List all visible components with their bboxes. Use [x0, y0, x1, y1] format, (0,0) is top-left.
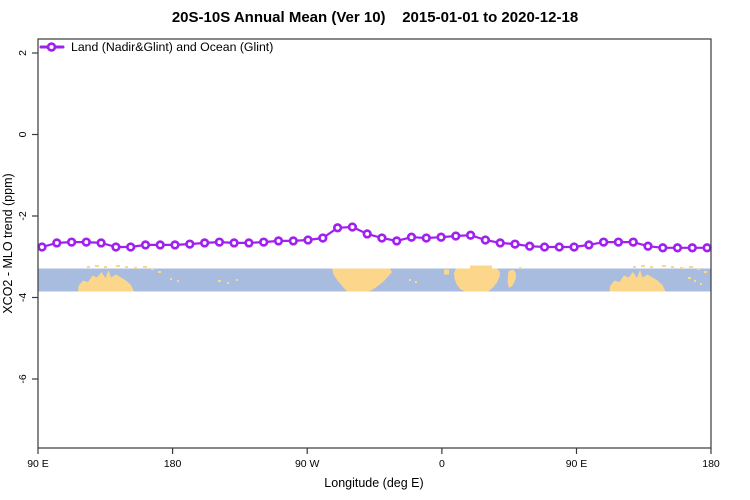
data-point: [643, 241, 653, 251]
data-point: [406, 232, 417, 242]
data-point: [332, 223, 343, 233]
x-tick-label: 180: [164, 458, 182, 470]
land-islands-indonesia: [87, 265, 161, 273]
data-point: [525, 241, 535, 251]
data-point: [702, 243, 712, 253]
legend-label: Land (Nadir&Glint) and Ocean (Glint): [71, 40, 273, 54]
data-point: [584, 240, 594, 250]
x-tick-label: 90 E: [566, 458, 588, 470]
data-point: [421, 233, 431, 243]
series-line: [40, 225, 709, 249]
data-point: [436, 232, 446, 242]
x-tick-label: 90 W: [295, 458, 320, 470]
data-point: [347, 222, 358, 232]
land-shapes: [78, 265, 707, 292]
land-islands-atlantic: [409, 279, 417, 283]
data-point: [303, 235, 313, 245]
series-layer: [37, 222, 712, 253]
y-axis-title: XCO2 - MLO trend (ppm): [1, 173, 15, 313]
data-point: [480, 235, 491, 245]
plot-frame: [37, 38, 712, 449]
legend: Land (Nadir&Glint) and Ocean (Glint): [39, 40, 273, 54]
data-point: [510, 239, 520, 249]
data-point: [598, 237, 609, 247]
data-point: [377, 233, 387, 243]
data-point: [273, 236, 284, 246]
x-tick-label: 180: [702, 458, 720, 470]
data-point: [214, 237, 225, 247]
y-axis-labels: 2 0 -2 -4 -6: [17, 50, 29, 384]
data-point: [451, 231, 461, 241]
data-point: [569, 242, 579, 252]
data-point: [111, 242, 121, 252]
data-point: [126, 242, 136, 252]
data-point: [687, 243, 697, 253]
data-point: [229, 238, 239, 248]
data-point: [199, 238, 210, 248]
data-point: [66, 237, 77, 247]
data-point: [318, 233, 328, 243]
data-point: [554, 242, 564, 252]
land-australia: [78, 270, 134, 292]
x-axis-ticks: [37, 448, 712, 454]
data-point: [37, 242, 47, 252]
data-point: [613, 237, 624, 247]
land-islands-polynesia: [218, 279, 238, 284]
land-madagascar: [507, 267, 522, 288]
data-point: [539, 242, 550, 252]
data-point: [81, 237, 91, 247]
data-point: [495, 238, 505, 248]
data-point: [465, 230, 476, 240]
chart-title: 20S-10S Annual Mean (Ver 10) 2015-01-01 …: [171, 9, 579, 26]
data-point: [362, 229, 372, 239]
x-tick-label: 90 E: [27, 458, 49, 470]
data-point: [140, 240, 151, 250]
data-point: [392, 236, 402, 246]
data-point: [244, 238, 254, 248]
data-point: [672, 243, 683, 253]
land-africa: [444, 265, 500, 292]
data-point: [96, 238, 106, 248]
data-point: [288, 236, 298, 246]
data-point: [52, 238, 62, 248]
land-islands-melanesia: [170, 278, 179, 282]
data-point: [170, 240, 180, 250]
land-islands-melanesia-repeat: [688, 277, 702, 285]
map-strip: [38, 265, 711, 292]
data-point: [185, 239, 195, 249]
y-tick-label: 2: [17, 50, 29, 56]
y-tick-label: -2: [17, 211, 29, 220]
y-axis-ticks: [32, 52, 38, 380]
data-point: [259, 237, 269, 247]
x-axis-title: Longitude (deg E): [324, 476, 423, 490]
legend-marker-icon: [46, 42, 57, 52]
y-tick-label: -6: [17, 374, 29, 383]
y-tick-label: 0: [17, 131, 29, 137]
data-point: [658, 243, 668, 253]
data-point: [155, 240, 165, 250]
data-point: [628, 237, 638, 247]
x-tick-label: 0: [439, 458, 445, 470]
land-south-america: [332, 268, 392, 292]
y-tick-label: -4: [17, 293, 29, 302]
x-axis-labels: 90 E 180 90 W 0 90 E 180: [27, 458, 720, 470]
